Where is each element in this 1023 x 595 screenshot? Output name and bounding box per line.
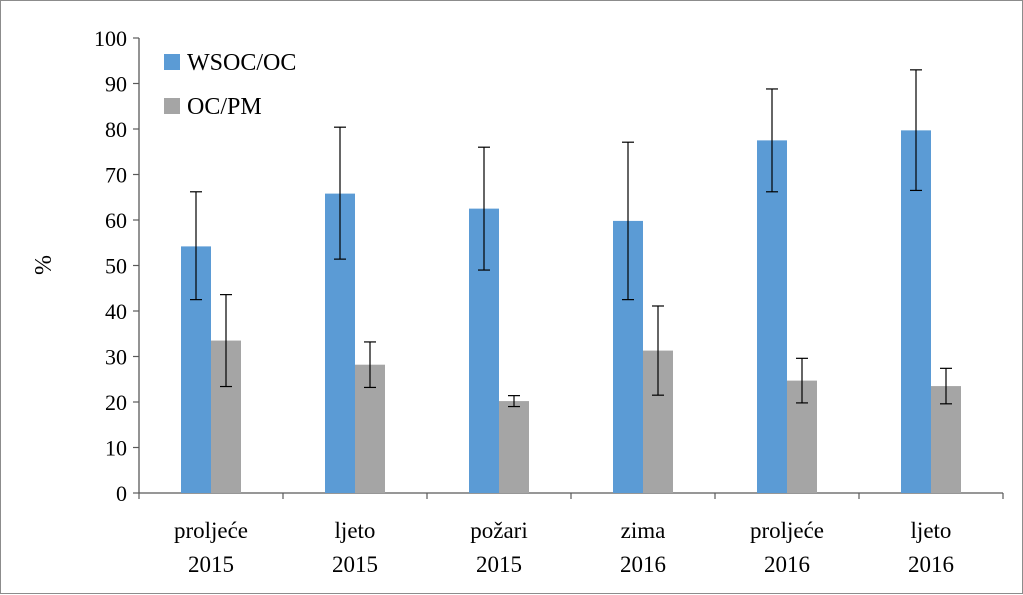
category-label: zima [621,518,666,543]
y-ticks: 0 10 20 30 40 50 60 70 80 90 100 [94,26,139,506]
y-tick-label: 20 [105,390,127,415]
category-label: 2016 [620,552,666,577]
legend: WSOC/OC OC/PM [164,50,296,120]
y-tick-label: 70 [105,163,127,188]
y-tick-label: 0 [116,481,127,506]
category-label: 2015 [476,552,522,577]
axes [138,38,1003,494]
y-tick-label: 40 [105,299,127,324]
y-tick-label: 90 [105,72,127,97]
category-label: 2015 [188,552,234,577]
category-labels: proljeće 2015 ljeto 2015 požari 2015 zima 2016 p… [138,493,1004,577]
category-label: 2016 [764,552,810,577]
bar [499,401,529,493]
error-bars [190,69,952,408]
y-axis-title: % [31,255,57,275]
y-tick-label: 80 [105,117,127,142]
legend-label: WSOC/OC [187,50,296,76]
y-tick-label: 30 [105,345,127,370]
legend-swatch [164,98,180,114]
bars [181,130,961,494]
legend-swatch [164,54,180,70]
y-tick-label: 60 [105,208,127,233]
category-label: 2016 [908,552,954,577]
category-label: ljeto [911,518,952,543]
category-label: proljeće [750,518,824,543]
category-label: 2015 [332,552,378,577]
category-label: proljeće [174,518,248,543]
category-label: ljeto [335,518,376,543]
legend-label: OC/PM [187,94,262,120]
bar [757,140,787,493]
y-tick-label: 100 [94,26,127,51]
y-tick-label: 50 [105,254,127,279]
y-tick-label: 10 [105,436,127,461]
category-label: požari [470,518,527,543]
